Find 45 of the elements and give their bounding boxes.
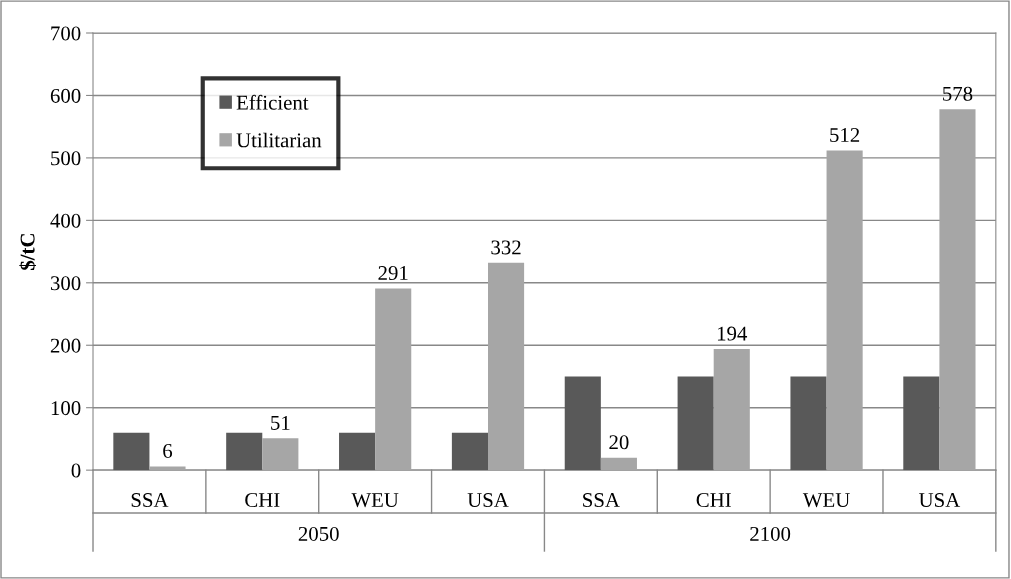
data-label: 512 [830, 128, 860, 143]
bar [564, 376, 601, 471]
data-label: 20 [609, 435, 629, 450]
x-tick-label: USA [467, 493, 509, 508]
legend-label: Utilitarian [236, 132, 322, 148]
y-tick-label: 600 [50, 88, 81, 103]
y-tick-label: 300 [50, 276, 81, 291]
bar [488, 262, 525, 471]
data-label: 332 [491, 240, 521, 255]
x-tick-label: WEU [802, 493, 850, 508]
x-tick-label: WEU [351, 493, 399, 508]
bar [375, 288, 412, 471]
x-tick-label: CHI [696, 493, 731, 508]
y-tick-label: 700 [51, 26, 81, 41]
y-tick-label: 400 [50, 213, 81, 228]
y-tick-label: 0 [71, 463, 81, 478]
data-label: 291 [378, 266, 408, 281]
y-axis-title: $/tC [19, 234, 36, 270]
data-label: 51 [271, 415, 290, 430]
bar [226, 432, 263, 471]
bar [600, 457, 637, 471]
y-tick-label: 100 [51, 401, 81, 416]
x-tick-label: CHI [245, 493, 280, 508]
y-tick-label: 500 [51, 151, 81, 166]
bar [903, 376, 940, 471]
x-tick-label: SSA [583, 493, 620, 508]
text: 2100 [750, 526, 791, 541]
bar [113, 432, 150, 471]
bar [262, 438, 299, 471]
data-label: 194 [717, 326, 748, 341]
bar [149, 466, 186, 471]
bar [339, 432, 376, 471]
text: 2050 [298, 526, 339, 541]
bar [826, 150, 863, 471]
bar [713, 349, 750, 471]
bar [790, 376, 827, 471]
x-tick-label: SSA [131, 493, 169, 508]
bar [939, 109, 976, 471]
bar [451, 432, 488, 471]
x-tick-label: USA [919, 493, 961, 508]
data-label: 578 [943, 86, 973, 101]
data-label: 6 [163, 444, 173, 458]
bar [677, 376, 714, 471]
legend-label: Efficient [236, 94, 309, 110]
y-tick-label: 200 [50, 338, 81, 353]
